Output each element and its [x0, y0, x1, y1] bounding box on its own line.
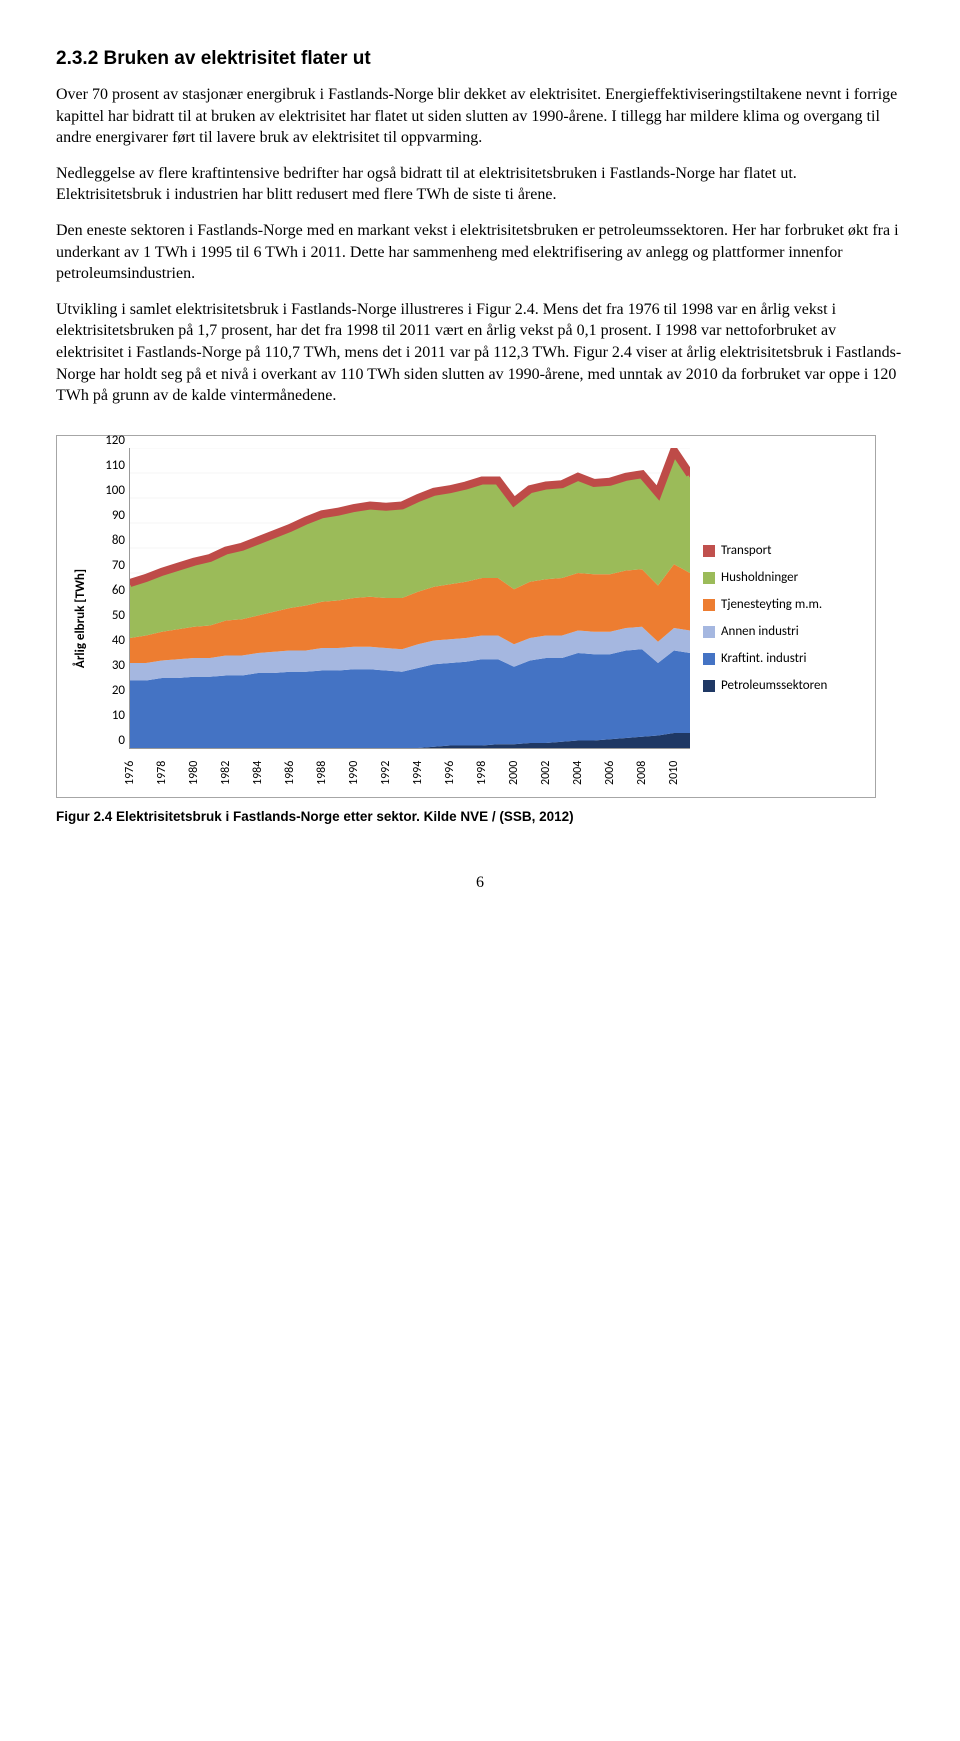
x-tick-label: 1988 — [315, 760, 329, 784]
plot-area — [129, 448, 690, 749]
section-heading: 2.3.2 Bruken av elektrisitet flater ut — [56, 48, 904, 70]
x-tick-label: 2006 — [603, 760, 617, 784]
x-tick-label: 2010 — [667, 760, 681, 784]
y-tick-label: 50 — [112, 608, 125, 623]
y-tick-label: 60 — [112, 583, 125, 598]
legend-label: Petroleumssektoren — [721, 678, 827, 693]
x-tick-label: 1986 — [283, 760, 297, 784]
y-axis-label: Årlig elbruk [TWh] — [74, 569, 89, 668]
y-axis-label-col: Årlig elbruk [TWh] — [69, 448, 93, 789]
legend-label: Husholdninger — [721, 570, 798, 585]
x-tick-label: 1978 — [155, 760, 169, 784]
body-paragraph: Over 70 prosent av stasjonær energibruk … — [56, 84, 904, 149]
x-tick-label: 1992 — [379, 760, 393, 784]
legend-item: Transport — [703, 543, 863, 558]
legend-label: Kraftint. industri — [721, 651, 807, 666]
legend-swatch — [703, 545, 715, 557]
legend-label: Tjenesteyting m.m. — [721, 597, 822, 612]
y-tick-label: 10 — [112, 708, 125, 723]
y-tick-label: 100 — [105, 483, 125, 498]
x-tick-label: 1982 — [219, 760, 233, 784]
legend-label: Transport — [721, 543, 772, 558]
x-tick-label: 1998 — [475, 760, 489, 784]
x-tick-label: 1984 — [251, 760, 265, 784]
legend-item: Husholdninger — [703, 570, 863, 585]
legend-item: Kraftint. industri — [703, 651, 863, 666]
legend-item: Tjenesteyting m.m. — [703, 597, 863, 612]
legend-label: Annen industri — [721, 624, 799, 639]
body-paragraph: Nedleggelse av flere kraftintensive bedr… — [56, 163, 904, 206]
legend-swatch — [703, 572, 715, 584]
y-tick-label: 40 — [112, 633, 125, 648]
x-tick-label: 2004 — [571, 760, 585, 784]
legend-item: Annen industri — [703, 624, 863, 639]
x-tick-label: 2002 — [539, 760, 553, 784]
x-tick-label: 1980 — [187, 760, 201, 784]
y-tick-label: 80 — [112, 533, 125, 548]
x-axis-ticks: 1976197819801982198419861988199019921994… — [129, 749, 689, 789]
x-tick-label: 2008 — [635, 760, 649, 784]
legend-swatch — [703, 626, 715, 638]
y-tick-label: 20 — [112, 683, 125, 698]
x-tick-label: 2000 — [507, 760, 521, 784]
area-svg — [130, 448, 690, 748]
x-tick-label: 1976 — [123, 760, 137, 784]
electricity-chart: Årlig elbruk [TWh] 120110100908070605040… — [56, 435, 876, 798]
y-axis-ticks: 1201101009080706050403020100 — [93, 448, 129, 748]
figure-caption: Figur 2.4 Elektrisitetsbruk i Fastlands-… — [56, 808, 904, 826]
plot-column: 1976197819801982198419861988199019921994… — [129, 448, 689, 789]
x-tick-label: 1996 — [443, 760, 457, 784]
legend-item: Petroleumssektoren — [703, 678, 863, 693]
body-paragraph: Den eneste sektoren i Fastlands-Norge me… — [56, 220, 904, 285]
y-tick-label: 90 — [112, 508, 125, 523]
legend-swatch — [703, 599, 715, 611]
x-tick-label: 1994 — [411, 760, 425, 784]
y-tick-label: 110 — [105, 458, 125, 473]
chart-legend: Transport Husholdninger Tjenesteyting m.m.… — [689, 448, 863, 789]
body-paragraph: Utvikling i samlet elektrisitetsbruk i F… — [56, 299, 904, 407]
y-tick-label: 70 — [112, 558, 125, 573]
legend-swatch — [703, 680, 715, 692]
y-tick-label: 0 — [118, 733, 125, 748]
x-tick-label: 1990 — [347, 760, 361, 784]
y-tick-label: 120 — [105, 433, 125, 448]
y-tick-label: 30 — [112, 658, 125, 673]
legend-swatch — [703, 653, 715, 665]
page-number: 6 — [56, 874, 904, 892]
